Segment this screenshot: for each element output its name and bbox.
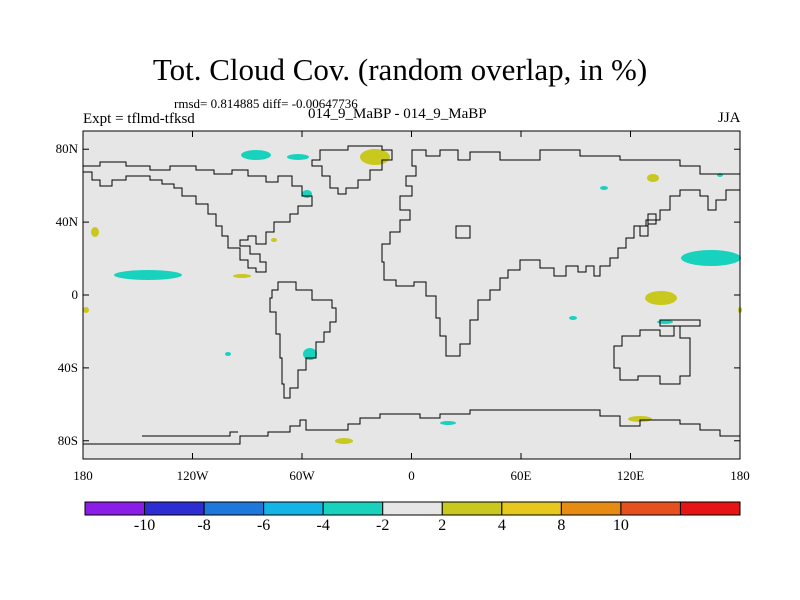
coastline-north-america bbox=[83, 161, 313, 273]
coastline-eurasia-africa bbox=[381, 149, 741, 357]
colorbar-label: -6 bbox=[256, 517, 271, 534]
coastline-antarctica bbox=[83, 409, 740, 445]
colorbar-label: 8 bbox=[557, 517, 566, 534]
y-tick-label: 80S bbox=[57, 432, 78, 448]
x-tick-label: 60W bbox=[289, 468, 315, 483]
anomaly-patch-greenland-neg bbox=[241, 150, 271, 160]
coastline-greenland bbox=[311, 145, 393, 195]
anomaly-patch-n-pacific-neg bbox=[114, 270, 182, 280]
map-background bbox=[83, 131, 740, 459]
anomaly-patch-indonesia-pos bbox=[645, 291, 677, 305]
y-ticks bbox=[83, 148, 740, 442]
colorbar bbox=[84, 501, 741, 516]
colorbar-swatch bbox=[322, 501, 384, 516]
colorbar-label: -10 bbox=[133, 517, 156, 534]
x-tick-label: 120W bbox=[176, 468, 209, 483]
coastline-south-america bbox=[269, 281, 337, 399]
coastline-antarctic-peninsula bbox=[142, 431, 238, 437]
anomaly-patch-s-atl-neg bbox=[440, 421, 456, 425]
colorbar-swatch bbox=[263, 501, 324, 516]
colorbar-swatch bbox=[679, 501, 741, 516]
anomaly-patch-labrador-neg bbox=[302, 190, 312, 198]
colorbar-swatch bbox=[501, 501, 562, 516]
anomaly-patch-w-pacific-neg bbox=[681, 250, 741, 266]
anomaly-patch-asia-neg bbox=[600, 186, 608, 190]
coastlines bbox=[83, 145, 741, 445]
colorbar-label: 10 bbox=[612, 517, 629, 534]
colorbar-swatch bbox=[560, 501, 622, 516]
x-tick-label: 180 bbox=[73, 468, 93, 483]
chart-title: Tot. Cloud Cov. (random overlap, in %) bbox=[152, 52, 648, 87]
y-tick-label: 40N bbox=[55, 214, 78, 230]
coastline-caspian bbox=[455, 225, 471, 239]
anomaly-patch-se-pacific-neg bbox=[225, 352, 231, 356]
coastline-australia bbox=[613, 325, 691, 385]
anomaly-patch-gulf-pos bbox=[271, 238, 277, 242]
x-tick-label: 180 bbox=[730, 468, 750, 483]
anomaly-patch-siberia-pos bbox=[647, 174, 659, 182]
anomaly-patch-s-atlantic-neg bbox=[303, 348, 317, 360]
colorbar-label: -8 bbox=[197, 517, 211, 534]
colorbar-swatch bbox=[203, 501, 265, 516]
y-tick-label: 80N bbox=[55, 141, 78, 157]
anomaly-patch-arctic-pos bbox=[360, 149, 390, 165]
y-tick-label: 0 bbox=[71, 287, 79, 302]
coastline-japan bbox=[639, 213, 657, 237]
x-tick-label: 120E bbox=[616, 468, 645, 483]
anomaly-patch-png-neg bbox=[657, 320, 673, 324]
colorbar-swatch bbox=[620, 501, 681, 516]
case-subtitle: 014_9_MaBP - 014_9_MaBP bbox=[308, 106, 487, 122]
coastline-new-guinea bbox=[659, 319, 701, 327]
experiment-label: Expt = tflmd-tfksd bbox=[83, 111, 195, 127]
anomaly-patch-greenland2-neg bbox=[287, 154, 309, 160]
colorbar-swatch bbox=[382, 501, 443, 516]
x-tick-label: 0 bbox=[408, 468, 415, 483]
anomaly-patch-edge-pos bbox=[83, 307, 89, 313]
colorbar-swatch bbox=[84, 501, 146, 516]
colorbar-label: -2 bbox=[376, 517, 390, 534]
stats-line: rmsd= 0.814885 diff= -0.00647736 bbox=[174, 96, 358, 111]
x-tick-label: 60E bbox=[510, 468, 532, 483]
x-ticks bbox=[82, 131, 741, 459]
colorbar-swatch bbox=[144, 501, 205, 516]
season-label: JJA bbox=[718, 110, 741, 126]
anomaly-patch-indian-neg bbox=[569, 316, 577, 320]
y-tick-label: 40S bbox=[57, 359, 78, 375]
colorbar-label: 2 bbox=[438, 517, 447, 534]
anomaly-patch-w-pacific-edge-pos bbox=[91, 227, 99, 237]
anomaly-patch-antarctic-pos bbox=[335, 438, 353, 444]
colorbar-swatch bbox=[441, 501, 503, 516]
colorbar-label: -4 bbox=[316, 517, 330, 534]
anomaly-patch-e-pacific-pos bbox=[233, 274, 251, 278]
colorbar-label: 4 bbox=[497, 517, 506, 534]
